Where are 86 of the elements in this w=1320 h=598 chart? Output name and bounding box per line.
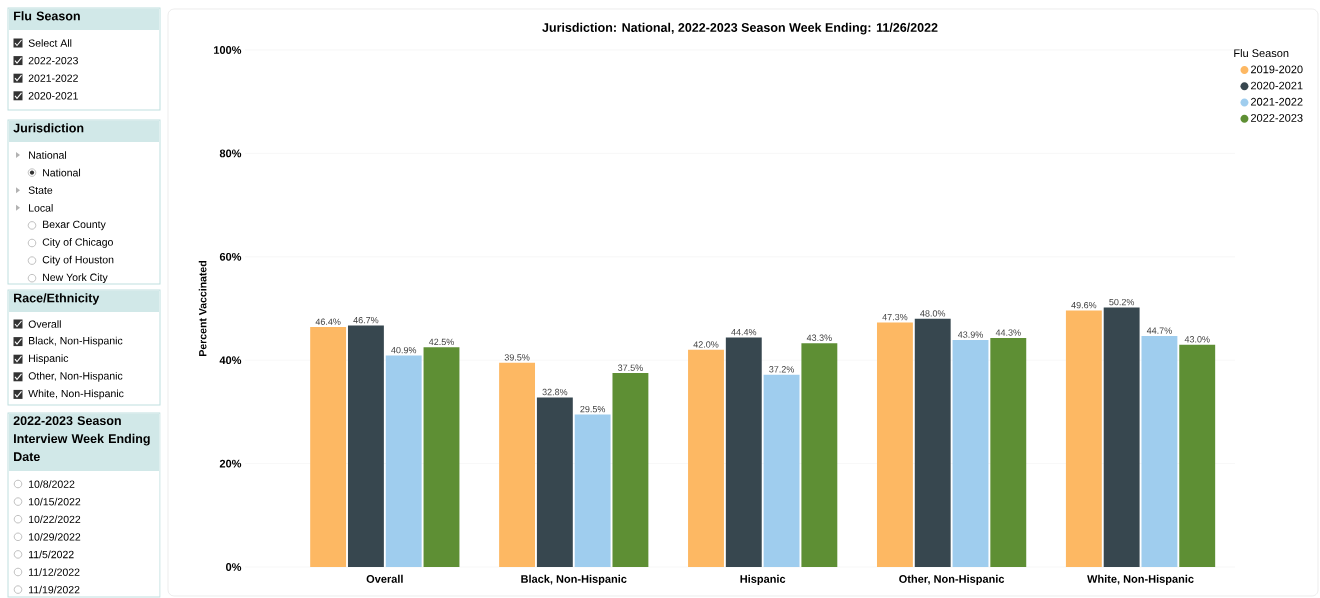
text: Overall <box>28 320 61 328</box>
legend-label: 2020-2021 <box>1251 81 1303 90</box>
y-tick-label: 20% <box>219 459 242 468</box>
text: 11/5/2022 <box>29 550 74 559</box>
data-label: 37.2% <box>769 366 795 373</box>
data-label: 42.0% <box>693 341 719 348</box>
x-tick-label: Black, Non-Hispanic <box>521 574 627 586</box>
bar <box>990 337 1027 567</box>
text: 10/15/2022 <box>29 497 81 506</box>
text: Jurisdiction <box>13 123 84 133</box>
text: 2022-2023 Season Interview Week Ending Date <box>13 416 150 462</box>
text: City of Chicago <box>42 238 113 248</box>
bar <box>688 349 724 567</box>
text: 2022-2023 <box>28 56 78 65</box>
bar <box>801 343 838 567</box>
text: Hispanic <box>29 354 69 365</box>
data-label: 43.3% <box>806 334 832 341</box>
legend-label: 2019-2020 <box>1251 65 1303 74</box>
text: Race/Ethnicity <box>14 293 100 305</box>
text: 2021-2022 <box>28 74 78 82</box>
text: Select All <box>28 39 72 47</box>
y-tick-label: 60% <box>219 252 242 261</box>
data-label: 44.7% <box>1146 327 1172 334</box>
bar <box>310 327 347 567</box>
data-label: 46.7% <box>353 316 379 324</box>
bar <box>385 355 422 567</box>
data-label: 47.3% <box>882 313 908 321</box>
text: New York City <box>43 273 108 284</box>
data-label: 42.5% <box>428 338 454 346</box>
bar <box>914 318 951 567</box>
bar <box>952 340 989 567</box>
data-label: 40.9% <box>391 346 417 354</box>
data-label: 44.3% <box>995 329 1021 336</box>
bar <box>499 362 536 567</box>
chart-title: Jurisdiction: National, 2022-2023 Season Week Ending: 11/26/2022 <box>542 22 938 35</box>
data-label: 29.5% <box>580 405 606 413</box>
data-label: 32.8% <box>542 388 568 396</box>
y-tick-label: 100% <box>214 46 242 54</box>
x-tick-label: Hispanic <box>740 574 786 586</box>
bar <box>347 325 384 567</box>
data-label: 37.5% <box>618 364 643 371</box>
text: Flu Season <box>14 11 80 21</box>
bar <box>1103 307 1140 567</box>
data-label: 39.5% <box>504 354 530 361</box>
x-tick-label: Other, Non-Hispanic <box>899 574 1005 586</box>
legend-label: 2021-2022 <box>1251 97 1303 106</box>
bar <box>1179 344 1216 567</box>
text: National <box>43 168 81 177</box>
text: City of Houston <box>42 255 114 266</box>
legend-title: Flu Season <box>1234 49 1289 58</box>
data-label: 49.6% <box>1071 301 1097 309</box>
bar <box>763 374 800 567</box>
bar <box>536 397 573 567</box>
text: 11/19/2022 <box>29 585 80 594</box>
legend-label: 2022-2023 <box>1251 114 1303 122</box>
y-tick-label: 80% <box>219 149 242 158</box>
data-label: 46.4% <box>315 318 341 325</box>
text: White, Non-Hispanic <box>28 389 124 400</box>
bar <box>1141 335 1178 567</box>
y-axis-title: Percent Vaccinated <box>198 261 207 356</box>
data-label: 48.0% <box>920 310 946 317</box>
data-label: 43.0% <box>1184 336 1210 343</box>
text: Bexar County <box>43 220 106 231</box>
x-tick-label: Overall <box>366 574 403 583</box>
bar <box>612 373 649 567</box>
bar <box>423 347 460 567</box>
x-tick-label: White, Non-Hispanic <box>1087 574 1194 586</box>
data-label: 50.2% <box>1109 298 1135 306</box>
bar <box>725 337 762 567</box>
bar <box>574 414 611 567</box>
y-tick-label: 40% <box>219 356 242 365</box>
text: 11/12/2022 <box>29 568 80 576</box>
data-label: 44.4% <box>731 328 757 336</box>
bar <box>876 322 913 567</box>
text: State <box>28 186 53 194</box>
text: Other, Non-Hispanic <box>28 371 123 382</box>
text: Local <box>29 203 53 212</box>
text: 10/8/2022 <box>29 480 75 488</box>
data-label: 43.9% <box>957 331 983 338</box>
text: National <box>29 151 67 159</box>
text: 10/29/2022 <box>29 532 81 541</box>
text: 2020-2021 <box>28 92 78 100</box>
y-tick-label: 0% <box>226 563 242 571</box>
text: Black, Non-Hispanic <box>29 336 123 347</box>
text: 10/22/2022 <box>29 515 81 524</box>
bar <box>1065 310 1102 567</box>
